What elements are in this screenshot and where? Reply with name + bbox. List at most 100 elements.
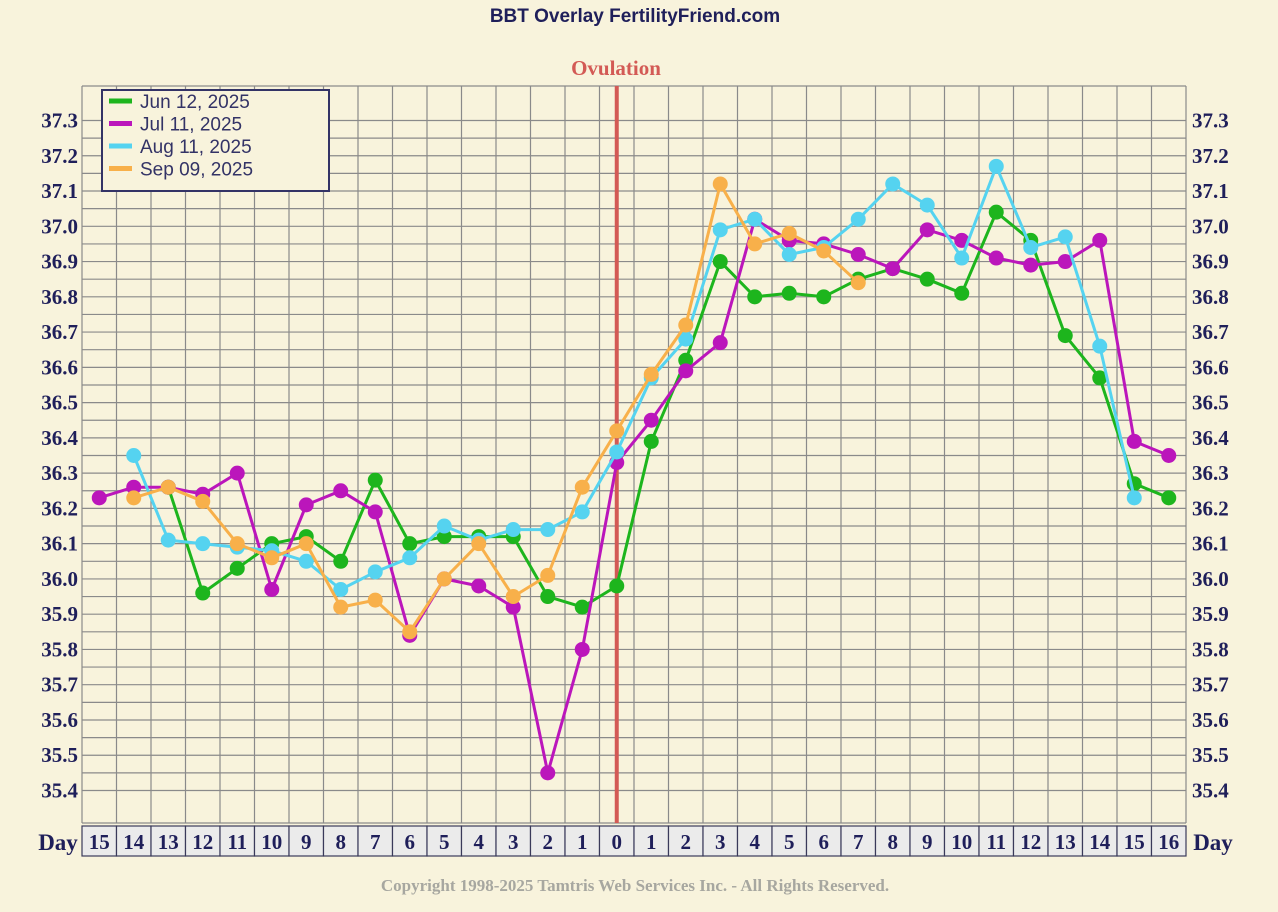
x-tick-cell — [529, 825, 566, 857]
data-point — [367, 592, 383, 608]
y-tick-label-left: 37.0 — [41, 214, 78, 238]
data-point — [1023, 257, 1039, 273]
y-tick-label-left: 35.8 — [41, 637, 78, 661]
y-tick-label-right: 36.7 — [1192, 320, 1229, 344]
x-tick-cell — [1116, 825, 1153, 857]
data-point — [1161, 490, 1177, 506]
x-tick-cell — [460, 825, 497, 857]
x-tick-cell — [978, 825, 1015, 857]
data-point — [160, 479, 176, 495]
x-tick-cell — [426, 825, 463, 857]
data-point — [91, 490, 107, 506]
data-point — [747, 211, 763, 227]
x-tick-label: 8 — [888, 830, 899, 854]
x-tick-label: 3 — [508, 830, 519, 854]
x-tick-cell — [805, 825, 842, 857]
data-point — [505, 522, 521, 538]
x-tick-label: 1 — [646, 830, 657, 854]
data-point — [229, 536, 245, 552]
y-tick-label-left: 37.1 — [41, 179, 78, 203]
data-point — [333, 553, 349, 569]
x-tick-label: 14 — [1089, 830, 1111, 854]
data-point — [678, 363, 694, 379]
data-point — [988, 204, 1004, 220]
data-point — [436, 529, 452, 545]
data-point — [712, 176, 728, 192]
y-tick-label-right: 37.2 — [1192, 144, 1229, 168]
y-tick-label-left: 36.6 — [41, 355, 78, 379]
data-point — [333, 483, 349, 499]
data-point — [678, 352, 694, 368]
data-point — [678, 317, 694, 333]
data-point — [160, 532, 176, 548]
x-tick-label: 9 — [301, 830, 312, 854]
data-point — [712, 222, 728, 238]
y-tick-label-right: 36.6 — [1192, 355, 1229, 379]
data-point — [1057, 229, 1073, 245]
x-tick-cell — [598, 825, 635, 857]
data-point — [919, 197, 935, 213]
data-point — [264, 550, 280, 566]
y-tick-label-right: 36.5 — [1192, 391, 1229, 415]
x-tick-label: 2 — [543, 830, 554, 854]
data-point — [402, 550, 418, 566]
x-tick-label: 4 — [474, 830, 485, 854]
data-point — [1057, 328, 1073, 344]
data-point — [229, 560, 245, 576]
data-point — [1092, 370, 1108, 386]
data-point — [747, 236, 763, 252]
y-tick-label-left: 36.1 — [41, 532, 78, 556]
data-point — [195, 585, 211, 601]
data-point — [1161, 448, 1177, 463]
x-tick-label: 12 — [192, 830, 213, 854]
y-tick-label-left: 36.9 — [41, 250, 78, 274]
data-point — [402, 536, 418, 552]
x-tick-label: 11 — [227, 830, 247, 854]
x-tick-label: 16 — [1158, 830, 1179, 854]
x-tick-label: 6 — [819, 830, 830, 854]
y-tick-label-right: 35.4 — [1192, 779, 1229, 803]
y-tick-label-right: 36.4 — [1192, 426, 1229, 450]
data-point — [367, 564, 383, 580]
y-axis-right: 37.3 37.2 37.1 37.0 36.9 36.8 36.7 36.6 36.5 36.4… — [1192, 109, 1229, 803]
data-point — [229, 465, 245, 481]
data-point — [574, 479, 590, 495]
data-point — [816, 289, 832, 305]
data-point — [712, 254, 728, 270]
x-tick-cell — [253, 825, 290, 857]
data-point — [988, 250, 1004, 266]
data-point — [781, 247, 797, 262]
data-point — [126, 490, 142, 506]
data-point — [1092, 232, 1108, 248]
legend-box — [101, 89, 330, 192]
x-tick-cell — [115, 825, 152, 857]
x-axis-label-left: Day — [38, 830, 78, 855]
y-tick-label-right: 36.9 — [1192, 250, 1229, 274]
x-tick-cell — [736, 825, 773, 857]
x-tick-label: 8 — [336, 830, 347, 854]
data-point — [298, 497, 314, 513]
data-point — [471, 578, 487, 594]
y-tick-label-left: 35.7 — [41, 673, 78, 697]
x-tick-label: 10 — [951, 830, 972, 854]
y-tick-label-left: 36.8 — [41, 285, 78, 309]
data-point — [850, 247, 866, 262]
legend-entry: Aug 11, 2025 — [140, 137, 252, 158]
x-tick-cell — [633, 825, 670, 857]
data-point — [885, 261, 901, 277]
data-point — [712, 335, 728, 351]
y-tick-label-left: 36.0 — [41, 567, 78, 591]
y-tick-label-right: 35.8 — [1192, 637, 1229, 661]
y-tick-label-left: 35.6 — [41, 708, 78, 732]
x-tick-cell — [943, 825, 980, 857]
data-point — [126, 479, 142, 495]
series-4 — [126, 176, 866, 640]
data-point — [471, 536, 487, 552]
data-point — [988, 158, 1004, 174]
data-point — [195, 493, 211, 509]
x-axis: 15 14 13 12 11 10 9 8 7 6 5 4 3 2 1 0 1 2 3 4 5 6 7 8 9 10 11 12 13 1… — [81, 825, 1187, 857]
x-tick-cell — [1150, 825, 1187, 857]
series-line — [133, 182, 860, 634]
